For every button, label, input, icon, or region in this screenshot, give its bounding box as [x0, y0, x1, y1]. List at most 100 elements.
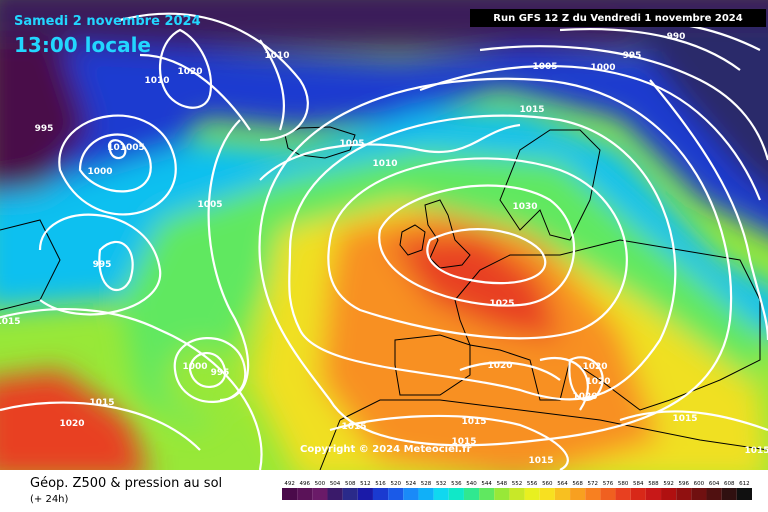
legend-value-label: 548 — [497, 481, 508, 487]
legend-value-label: 588 — [648, 481, 659, 487]
isobar-label: 1000 — [87, 167, 112, 177]
isobar-atlantic-low-inner — [188, 352, 227, 388]
isobar-label: 995 — [211, 368, 230, 378]
legend-value-label: 568 — [572, 481, 583, 487]
forecast-date: Samedi 2 novembre 2024 — [14, 14, 201, 29]
isobar-label: 1015 — [528, 456, 553, 466]
isobar-east — [649, 79, 768, 341]
legend-color-swatch — [554, 488, 571, 500]
legend-color-swatch — [585, 488, 601, 500]
legend-value-label: 544 — [481, 481, 492, 487]
isobar-label: 995 — [35, 124, 54, 134]
isobar-1010-loop — [139, 39, 285, 131]
isobar-label: 990 — [667, 32, 686, 42]
legend-color-swatch — [615, 488, 631, 500]
isobar-label: 1000 — [590, 63, 615, 73]
coastline-ireland — [399, 224, 426, 256]
field-blue-band — [0, 40, 768, 259]
isobar-label: 1020 — [59, 419, 84, 429]
isobar-label: 1020 — [572, 392, 597, 402]
coastline-continent — [454, 239, 761, 411]
isobar-label: 1015 — [0, 317, 21, 327]
legend-color-swatch — [570, 488, 586, 500]
field-atlantic-low — [165, 345, 235, 415]
isobar-label: 1005 — [197, 200, 222, 210]
legend-value-label: 592 — [663, 481, 674, 487]
isobar-low-ring-wide — [58, 114, 177, 216]
legend-value-label: 564 — [557, 481, 568, 487]
legend-value-label: 520 — [390, 481, 401, 487]
field-green-band — [120, 150, 760, 430]
legend-color-swatch — [463, 488, 480, 500]
isobar-1000-west — [38, 213, 162, 316]
geopotential-map: 1020 1010 1010 995 101005 1000 1005 995 1015 1000… — [0, 0, 768, 470]
isobar-label: 1010 — [144, 76, 169, 86]
legend-value-label: 508 — [345, 481, 356, 487]
legend-color-swatch — [645, 488, 662, 500]
isobar-label: 1015 — [461, 417, 486, 427]
legend-value-label: 596 — [679, 481, 690, 487]
legend-value-label: 504 — [330, 481, 341, 487]
isobar-low-ring-outer — [78, 133, 152, 193]
legend-value-label: 556 — [527, 481, 538, 487]
legend-value-label: 524 — [406, 481, 417, 487]
copyright-text: Copyright © 2024 Meteociel.fr — [300, 444, 472, 455]
isobar-label: 1010 — [372, 159, 397, 169]
legend-color-swatch — [448, 488, 464, 500]
legend-color-swatch — [524, 488, 540, 500]
isobar-1015-southwest — [0, 308, 263, 470]
legend-color-swatch — [736, 488, 752, 500]
isobar-high-1025 — [327, 157, 628, 340]
isobar-1015-north — [119, 12, 309, 142]
legend-color-swatch — [342, 488, 358, 500]
isobar-1010-north — [259, 123, 521, 181]
isobar-1000-northeast — [479, 45, 768, 161]
isobar-label: 1025 — [489, 299, 514, 309]
legend-value-label: 608 — [724, 481, 735, 487]
legend-color-swatch — [706, 488, 722, 500]
legend-value-label: 500 — [315, 481, 326, 487]
field-red-core — [390, 235, 560, 340]
coastline-britain — [424, 199, 471, 269]
isobar-label: 1020 — [582, 362, 607, 372]
isobar-1005-northeast — [419, 64, 762, 201]
isobar-label: 995 — [623, 51, 642, 61]
isobar-high-1030 — [378, 184, 575, 307]
legend-value-label: 572 — [588, 481, 599, 487]
isobar-lines — [0, 12, 768, 470]
isobar-label: 1015 — [519, 105, 544, 115]
isobar-label: 1015 — [672, 414, 697, 424]
legend-color-swatch — [403, 488, 419, 500]
isobar-label: 1015 — [341, 422, 366, 432]
legend-value-label: 576 — [603, 481, 614, 487]
field-southwest-red — [0, 370, 147, 470]
isobar-low-ring-inner — [107, 139, 127, 160]
legend-value-label: 560 — [542, 481, 553, 487]
isobar-label: 1005 — [532, 62, 557, 72]
isobar-label: 1005 — [339, 139, 364, 149]
legend-color-swatch — [661, 488, 677, 500]
coastline-iceland — [284, 126, 356, 159]
legend-value-label: 612 — [739, 481, 750, 487]
isobar-label: 1015 — [89, 398, 114, 408]
legend-value-label: 600 — [694, 481, 705, 487]
isobar-label: 1015 — [451, 437, 476, 447]
legend-color-swatch — [630, 488, 646, 500]
field-cyan-band — [0, 110, 768, 334]
legend-value-label: 528 — [421, 481, 432, 487]
forecast-local-time: 13:00 locale — [14, 33, 151, 57]
legend-color-swatch — [721, 488, 737, 500]
legend-color-swatch — [539, 488, 555, 500]
isobar-label: 1020 — [487, 361, 512, 371]
isobar-label: 995 — [93, 260, 112, 270]
legend-value-label: 536 — [451, 481, 462, 487]
footer-title: Géop. Z500 & pression au sol — [30, 476, 223, 491]
legend-color-swatch — [600, 488, 616, 500]
field-northwest-purple — [0, 40, 90, 190]
coastline-iberia — [394, 334, 471, 396]
legend-color-swatch — [691, 488, 707, 500]
legend-color-swatch — [327, 488, 343, 500]
isobar-med-loop — [568, 356, 604, 401]
footer-subtitle: (+ 24h) — [30, 494, 69, 505]
legend-color-swatch — [433, 488, 449, 500]
